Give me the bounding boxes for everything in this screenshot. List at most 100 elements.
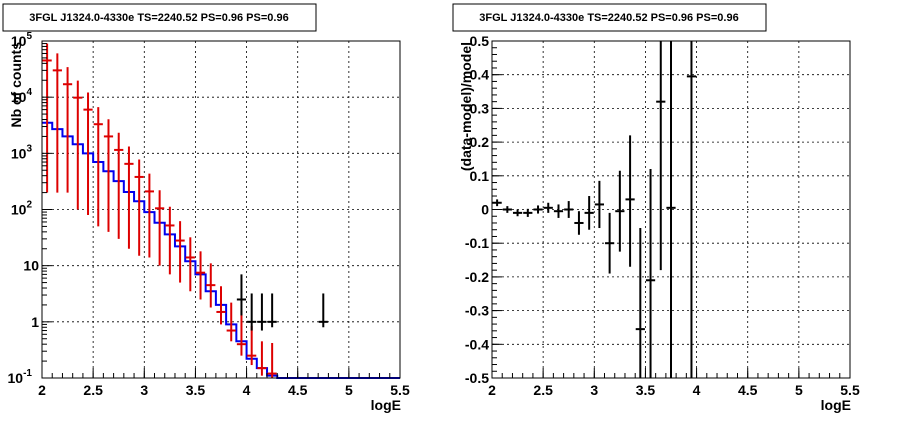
y-tick-label: -0.1 [465, 235, 489, 251]
left-title-box [2, 3, 317, 32]
data-point [564, 201, 574, 218]
right-x-axis-title: logE [821, 397, 851, 413]
model-step-line [42, 121, 400, 379]
right-y-ticks: -0.5 -0.4 -0.3 -0.2 -0.1 0 0.1 0.2 0.3 0.4 0.5 [465, 33, 502, 386]
data-point [502, 206, 512, 213]
data-point [247, 325, 257, 366]
data-point [533, 205, 543, 214]
data-point [318, 293, 328, 328]
right-x-ticks: 2 2.5 3 3.5 4 4.5 5 5.5 [488, 368, 860, 398]
data-point [267, 342, 277, 378]
left-y-ticks: 10-1 1 10 102 103 104 105 [8, 31, 52, 386]
data-point [257, 341, 267, 376]
x-tick-label: 3 [590, 382, 598, 398]
data-point [62, 67, 73, 193]
x-tick-label: 4.5 [288, 382, 308, 398]
x-tick-label: 3.5 [186, 382, 206, 398]
data-point [195, 251, 206, 300]
data-point [42, 43, 52, 193]
y-tick-label: 104 [11, 87, 33, 105]
right-title: 3FGL J1324.0-4330e TS=2240.52 PS=0.96 PS… [479, 12, 738, 24]
data-point [574, 211, 584, 235]
data-point [553, 204, 564, 218]
data-point [247, 293, 257, 331]
left-title: 3FGL J1324.0-4330e TS=2240.52 PS=0.96 PS… [29, 12, 288, 24]
x-tick-label: 2.5 [533, 382, 553, 398]
data-point [686, 41, 697, 378]
left-x-axis-title: logE [371, 397, 401, 413]
left-panel: 3FGL J1324.0-4330e TS=2240.52 PS=0.96 PS… [2, 3, 410, 413]
y-tick-label: 102 [11, 200, 33, 218]
data-point [267, 293, 277, 328]
left-y-axis-title: Nb of counts [8, 42, 24, 128]
data-point [114, 132, 124, 239]
y-tick-label: 10-1 [8, 368, 33, 386]
y-tick-label: -0.2 [465, 269, 489, 285]
data-point [124, 146, 134, 249]
x-tick-label: 2 [488, 382, 496, 398]
x-tick-label: 5 [795, 382, 803, 398]
data-point [584, 196, 594, 230]
x-tick-label: 4 [243, 382, 251, 398]
right-y-axis-title: (data-model)/model [458, 42, 474, 171]
data-point [103, 119, 114, 232]
x-tick-label: 5 [345, 382, 353, 398]
data-point [543, 202, 553, 213]
data-point [175, 221, 185, 283]
data-point [594, 180, 605, 229]
x-tick-label: 5.5 [390, 382, 410, 398]
y-tick-label: -0.5 [465, 370, 489, 386]
x-tick-label: 2 [38, 382, 46, 398]
data-point [83, 92, 93, 215]
y-tick-label: 105 [11, 31, 33, 49]
left-x-ticks: 2 2.5 3 3.5 4 4.5 5 5.5 [38, 368, 410, 398]
x-tick-label: 3 [140, 382, 148, 398]
y-tick-label: 0.1 [470, 168, 490, 184]
data-point [656, 41, 666, 271]
data-point [512, 209, 523, 217]
x-tick-label: 3.5 [636, 382, 656, 398]
data-point [93, 107, 103, 227]
data-point [635, 228, 645, 378]
data-point [236, 274, 247, 316]
left-grid [42, 41, 400, 378]
y-tick-label: 10 [23, 258, 39, 274]
data-point [206, 263, 216, 308]
y-tick-label: -0.4 [465, 336, 489, 352]
y-tick-label: 0.4 [470, 67, 490, 83]
right-panel: 3FGL J1324.0-4330e TS=2240.52 PS=0.96 PS… [452, 3, 860, 413]
data-point [605, 212, 615, 274]
data-point [144, 173, 155, 258]
data-point [226, 302, 236, 342]
right-grid [492, 41, 850, 378]
data-point [134, 159, 144, 256]
y-tick-label: 0.2 [470, 134, 490, 150]
data-point [615, 170, 625, 252]
data-point [666, 41, 676, 378]
y-tick-label: 103 [11, 143, 33, 161]
x-tick-label: 4.5 [738, 382, 758, 398]
right-title-box [452, 3, 767, 32]
data-point [165, 206, 175, 275]
right-data [492, 41, 697, 378]
x-tick-label: 4 [693, 382, 701, 398]
data-point [52, 53, 62, 193]
y-tick-label: 0 [481, 202, 489, 218]
data-point [523, 208, 533, 217]
data-point [625, 135, 635, 267]
data-point [236, 310, 247, 356]
left-data [42, 43, 400, 379]
y-tick-label: 0.3 [470, 100, 490, 116]
data-point [155, 190, 165, 266]
data-point [185, 237, 195, 292]
y-tick-label: 1 [31, 314, 39, 330]
x-tick-label: 2.5 [83, 382, 103, 398]
left-plot-frame [41, 40, 401, 379]
y-tick-label: 0.5 [470, 33, 490, 49]
data-point [73, 80, 83, 210]
data-point [257, 293, 267, 331]
data-point [216, 286, 226, 325]
data-point [645, 169, 656, 378]
